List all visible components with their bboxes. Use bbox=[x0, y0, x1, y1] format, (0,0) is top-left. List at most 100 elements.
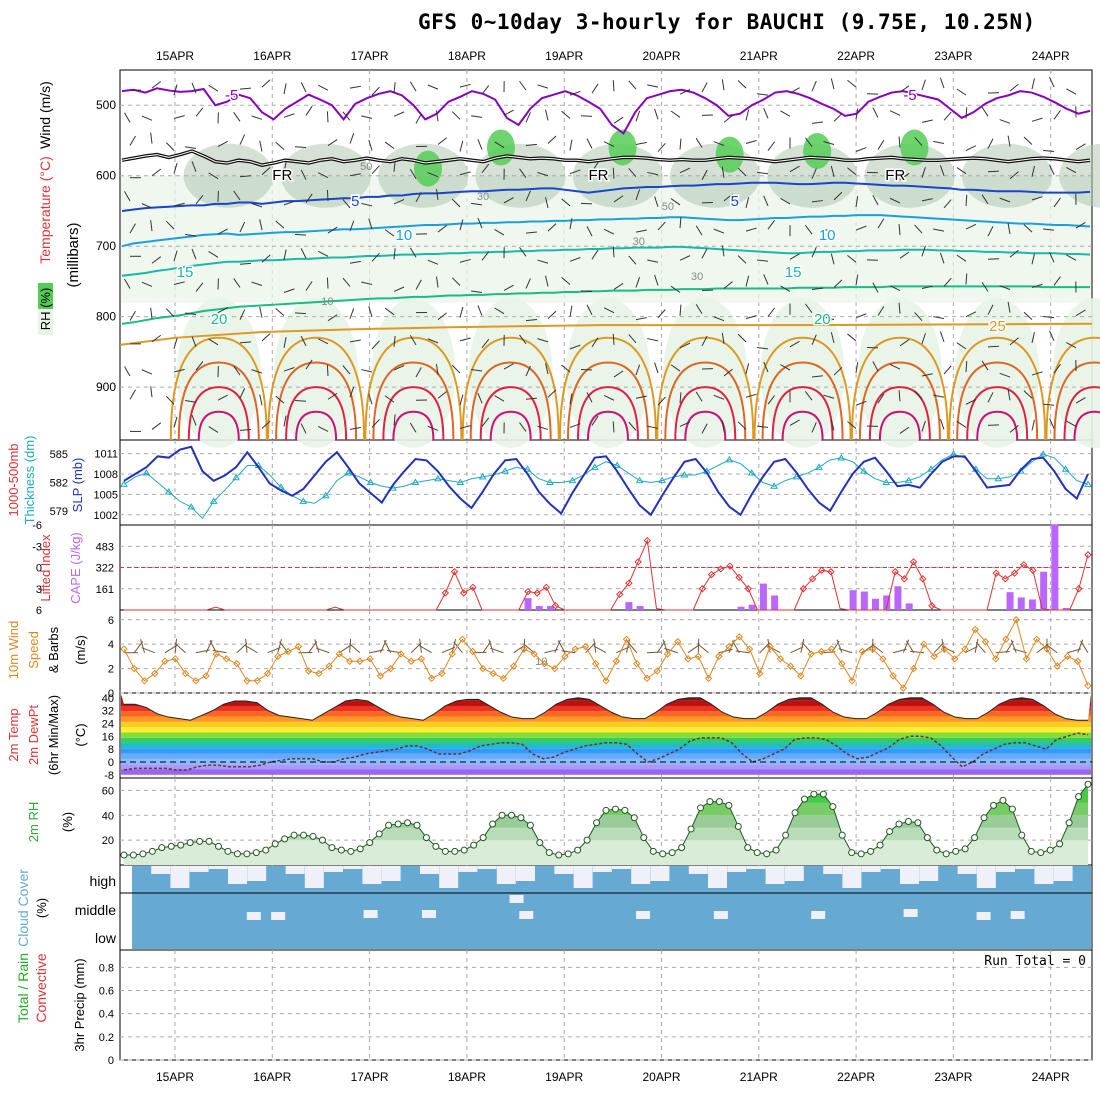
temp-color-band bbox=[121, 737, 1091, 744]
cape-bar bbox=[1006, 592, 1014, 610]
wind-barb bbox=[185, 233, 197, 237]
wind-barb bbox=[195, 282, 204, 292]
wind-barb bbox=[393, 111, 405, 117]
wind-barb bbox=[933, 394, 945, 398]
li-point bbox=[992, 569, 1000, 577]
li-point bbox=[717, 565, 725, 573]
isotherm-label: 15 bbox=[785, 264, 802, 281]
wind-barb bbox=[547, 135, 557, 144]
wind-barb bbox=[635, 395, 647, 399]
rh2m-point bbox=[139, 850, 147, 858]
series-thickness bbox=[123, 453, 1089, 520]
wind10m-point bbox=[643, 674, 651, 683]
ylabel-2m-dewpt: 2m DewPt bbox=[26, 705, 41, 765]
rh2m-point bbox=[366, 839, 374, 847]
high-cloud-gap bbox=[228, 866, 247, 884]
wind-barb bbox=[811, 246, 817, 258]
wind10m-point bbox=[1074, 657, 1082, 665]
rh2m-point bbox=[129, 851, 137, 859]
rh2m-point bbox=[555, 851, 563, 859]
li-point bbox=[625, 579, 633, 587]
li-point bbox=[919, 575, 927, 583]
rh-high-blob bbox=[413, 150, 442, 187]
middle-cloud-gap bbox=[1010, 911, 1025, 919]
wind-barb bbox=[547, 310, 557, 320]
wind-barb bbox=[1031, 283, 1043, 288]
wind-barb bbox=[647, 338, 659, 342]
low-level-contour bbox=[868, 386, 931, 441]
wind-barb bbox=[847, 421, 857, 429]
wind-barb bbox=[889, 363, 901, 370]
wind-barb bbox=[701, 335, 708, 347]
li-point bbox=[799, 585, 808, 593]
wind-barb bbox=[326, 189, 329, 201]
li-point bbox=[1084, 551, 1092, 559]
precip-tick: 0 bbox=[108, 1055, 114, 1067]
rh-high-blob bbox=[900, 129, 929, 166]
wind-barb bbox=[591, 162, 599, 172]
ylabel-cloud-unit: (%) bbox=[34, 898, 49, 918]
wind10m-point bbox=[520, 645, 528, 653]
wind-barb bbox=[283, 366, 295, 372]
wind-barb bbox=[393, 248, 396, 260]
middle-cloud-gap bbox=[636, 911, 651, 919]
li-point bbox=[891, 568, 899, 576]
wind-barb bbox=[737, 80, 747, 89]
wind-barb bbox=[654, 274, 659, 286]
wind10m-barb bbox=[909, 650, 924, 654]
wind-barb bbox=[569, 90, 581, 96]
wind-barb bbox=[767, 307, 776, 317]
series-SLP bbox=[123, 445, 1089, 517]
wind-barb bbox=[129, 389, 136, 400]
wind-barb bbox=[569, 257, 581, 262]
wind-barb bbox=[1009, 337, 1019, 346]
rh2m-point bbox=[422, 834, 430, 842]
wind-barb bbox=[603, 228, 615, 235]
wind-barb bbox=[823, 228, 835, 233]
rh2m-point bbox=[385, 821, 393, 829]
wind-barb bbox=[561, 110, 571, 119]
wind-barb bbox=[283, 161, 287, 173]
wind-barb bbox=[847, 254, 857, 263]
isotherm-FR-inner bbox=[121, 150, 1091, 166]
ylabel-total-rain: Total / Rain bbox=[15, 953, 31, 1023]
cape-bar bbox=[737, 606, 745, 610]
li-point bbox=[542, 583, 551, 592]
wind-barb bbox=[943, 365, 952, 375]
wind-barb bbox=[921, 198, 933, 202]
series-wind10m bbox=[123, 618, 1089, 690]
li-tick: 3 bbox=[36, 584, 42, 596]
wind-barb bbox=[427, 84, 439, 90]
wind10m-point bbox=[233, 659, 241, 668]
wind-barb bbox=[612, 80, 615, 92]
low-level-contour bbox=[781, 410, 824, 441]
wind-barb bbox=[368, 393, 373, 405]
wind-barb bbox=[921, 420, 926, 432]
wind-barb bbox=[317, 84, 329, 91]
wind10m-point bbox=[540, 659, 549, 668]
rh2m-point bbox=[205, 837, 213, 845]
wind-barb bbox=[327, 139, 338, 146]
bottom-date-label: 17APR bbox=[351, 1070, 389, 1084]
wind-barb bbox=[151, 256, 162, 264]
wind-barb bbox=[151, 168, 162, 177]
wind-barb bbox=[384, 141, 395, 149]
high-cloud-gap bbox=[516, 866, 535, 881]
wind-barb bbox=[361, 202, 373, 207]
temp-color-band bbox=[121, 716, 1091, 722]
wind-barb bbox=[239, 341, 252, 344]
wind-barb bbox=[283, 113, 295, 118]
rh2m-point bbox=[980, 814, 988, 822]
high-cloud-gap bbox=[592, 866, 612, 872]
wind-barb bbox=[503, 363, 514, 370]
wind-barb bbox=[305, 359, 313, 370]
wind-barb bbox=[317, 250, 329, 257]
wind-barb bbox=[208, 251, 219, 258]
wind10m-barb bbox=[339, 644, 352, 654]
wind-barb bbox=[371, 419, 380, 428]
wind-barb bbox=[939, 77, 945, 89]
isotherm-10 bbox=[121, 214, 1091, 248]
wind-barb bbox=[300, 335, 307, 347]
wind-barb bbox=[342, 199, 351, 209]
wind-barb bbox=[561, 277, 571, 285]
